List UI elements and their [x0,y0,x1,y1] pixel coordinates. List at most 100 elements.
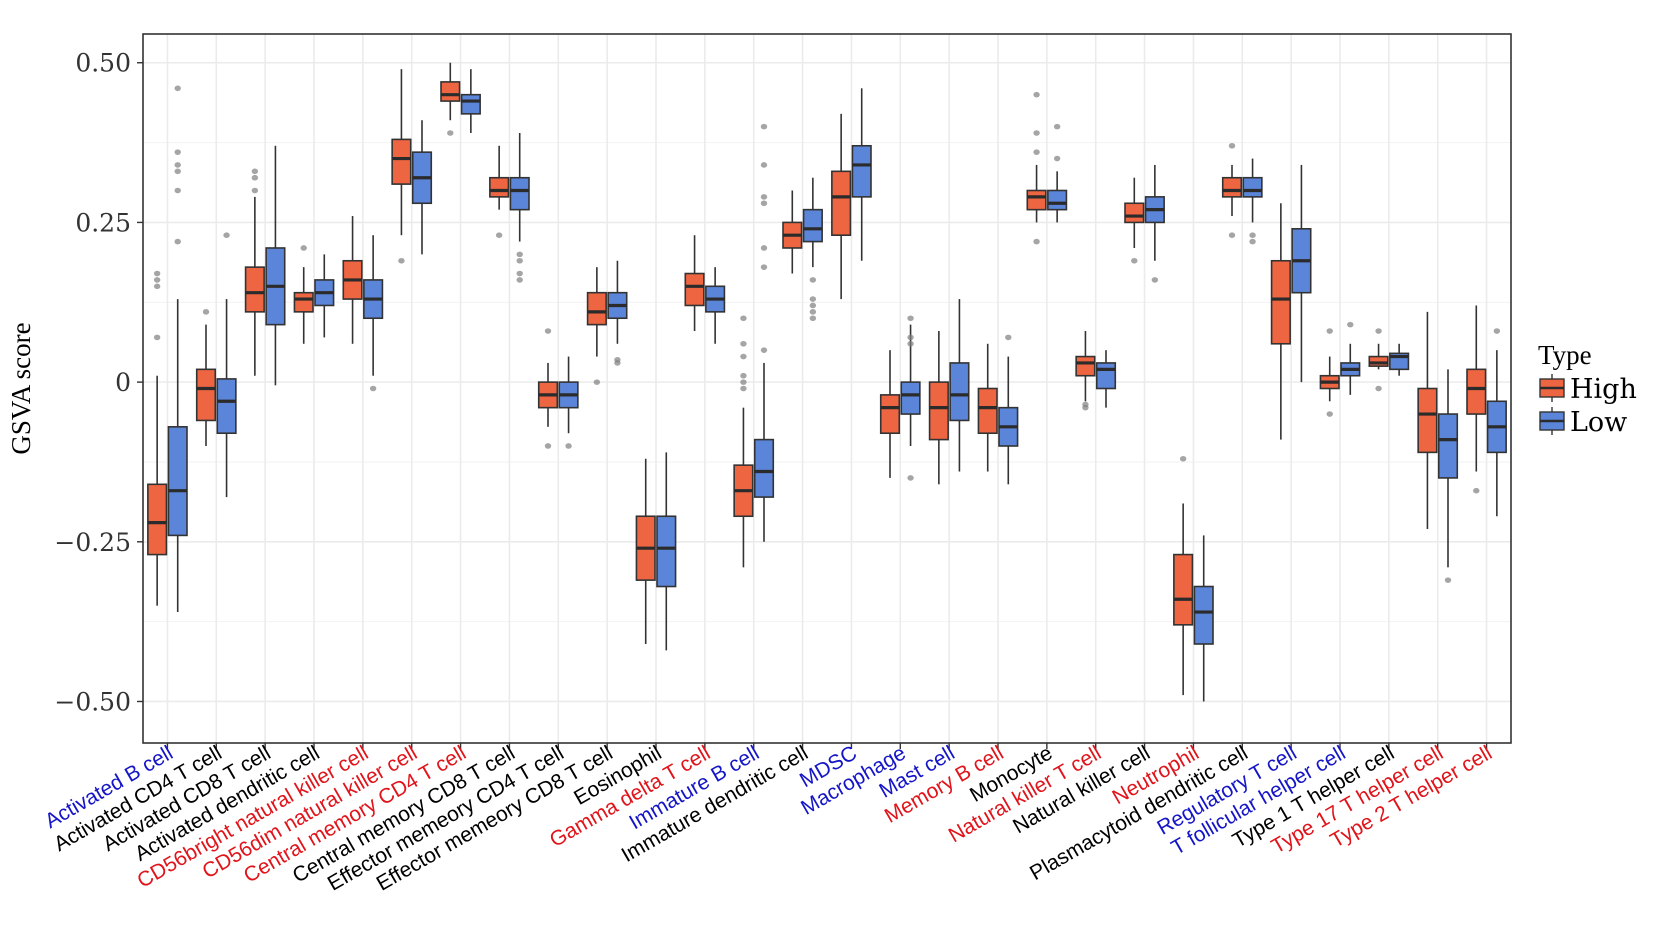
outlier-point [447,130,454,136]
y-tick-label: −0.25 [54,528,131,557]
box-iqr [1242,176,1263,198]
box-high [831,113,852,300]
box-iqr [216,378,237,435]
outlier-point [251,174,259,181]
outlier-point [495,232,503,239]
box-iqr [977,387,998,435]
box-low [949,299,970,472]
box-iqr [167,426,188,537]
box-iqr [489,176,510,198]
outlier-point [565,443,572,449]
box-low [753,123,775,542]
outlier-point [907,475,914,481]
box-high [1319,328,1340,417]
box-low [1193,535,1214,702]
box-high [440,62,461,136]
outlier-point [1033,238,1040,245]
outlier-point [740,379,747,385]
box-iqr [802,208,823,243]
box-high [1270,203,1291,440]
box-iqr [195,368,217,422]
outlier-point [174,238,181,245]
box-high [1417,311,1438,530]
outlier-point [174,187,181,194]
outlier-point [740,385,747,392]
box-high [1368,328,1389,392]
box-iqr [440,81,461,102]
outlier-point [1228,142,1236,149]
box-low [1144,164,1165,283]
outlier-point [1082,401,1089,408]
outlier-point [760,347,768,353]
outlier-point [1249,238,1256,245]
outlier-point [1005,334,1012,341]
box-low [607,260,628,366]
outlier-point [1473,487,1480,494]
legend-title: Type [1538,340,1592,370]
box-high [342,216,363,344]
outlier-point [740,372,747,379]
y-tick-label: 0 [115,368,131,397]
plot-frame [142,33,1512,744]
box-high [879,350,901,478]
outlier-point [516,277,523,283]
box-iqr [1124,202,1145,224]
box-iqr [684,272,705,307]
outlier-point [1375,385,1382,392]
box-iqr [1075,355,1096,377]
outlier-point [516,251,523,258]
outlier-point [153,270,161,277]
legend-entry-low: Low [1539,407,1627,438]
box-high [782,190,803,274]
outlier-point [760,162,768,168]
box-low [1047,123,1068,223]
box-low [1437,369,1459,583]
y-axis-title: GSVA score [6,322,36,454]
outlier-point [1053,155,1061,162]
box-low [656,452,677,651]
outlier-point [614,356,621,363]
box-iqr [244,266,265,313]
outlier-point [1053,123,1061,130]
outlier-point [1326,411,1333,417]
box-low [1389,343,1410,376]
box-iqr [460,93,481,115]
outlier-point [1131,257,1138,264]
outlier-point [174,168,181,175]
outlier-point [516,270,523,277]
box-iqr [147,483,168,556]
grid-major [143,34,1511,743]
legend-entry-high: High [1539,374,1637,405]
y-axis: 0.50 0.25 0 −0.25 −0.50 [54,49,143,716]
box-high [489,145,510,239]
outlier-point [760,123,768,130]
outlier-point [809,277,817,283]
outlier-point [1033,149,1040,155]
box-high [293,245,314,344]
outlier-point [809,315,817,322]
box-iqr [851,144,872,198]
box-iqr [1437,413,1459,479]
outlier-point [1347,321,1354,328]
outlier-point [907,315,914,322]
box-iqr [928,381,949,441]
outlier-point [251,168,259,175]
box-low [558,356,579,449]
outlier-point [174,85,181,92]
box-high [537,328,559,449]
box-iqr [1270,259,1291,345]
box-low [1095,350,1117,408]
box-iqr [586,291,607,326]
outlier-point [153,277,161,283]
outlier-point [760,264,768,270]
outlier-point [300,245,307,251]
outlier-point [1444,577,1452,583]
box-iqr [509,176,530,211]
box-iqr [753,438,775,498]
box-low [509,133,530,283]
box-low [900,315,921,481]
box-iqr [1193,585,1214,645]
